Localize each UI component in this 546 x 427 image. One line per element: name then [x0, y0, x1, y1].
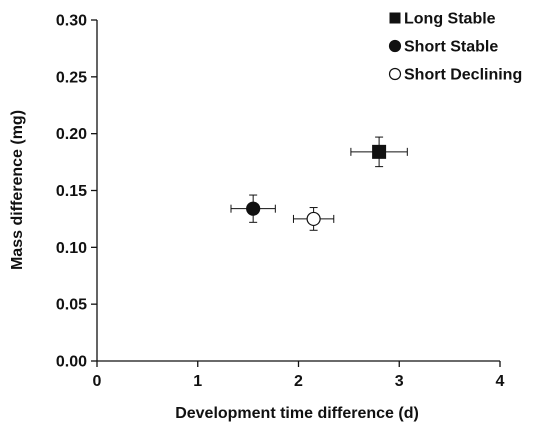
- point-short-stable: [230, 194, 276, 223]
- y-tick-label: 0.30: [56, 13, 87, 30]
- x-tick-label: 2: [294, 373, 303, 390]
- square-marker: [372, 144, 387, 159]
- y-tick-label: 0.15: [56, 183, 87, 200]
- legend-item-short-declining: Short Declining: [388, 67, 522, 84]
- point-long-stable: [350, 136, 408, 168]
- legend-label: Short Stable: [404, 39, 498, 56]
- legend-circle-swatch: [388, 67, 402, 81]
- y-tick-label: 0.05: [56, 297, 87, 314]
- circle-marker: [306, 211, 321, 227]
- axes: 0.00 0.05 0.10 0.15 0.20 0.25 0.30 0 1 2 3 4: [56, 13, 505, 391]
- legend-item-long-stable: Long Stable: [389, 11, 496, 28]
- legend-item-short-stable: Short Stable: [388, 39, 498, 56]
- x-axis-label: Development time difference (d): [175, 405, 419, 422]
- circle-marker: [246, 201, 261, 216]
- data-marks: [230, 136, 408, 231]
- y-axis-label: Mass difference (mg): [9, 110, 26, 270]
- x-tick-label: 0: [93, 373, 102, 390]
- legend-label: Short Declining: [404, 67, 522, 84]
- point-short-declining: [292, 207, 335, 231]
- y-tick-label: 0.20: [56, 126, 87, 143]
- legend: Long Stable Short Stable Short Declining: [388, 11, 522, 84]
- legend-label: Long Stable: [404, 11, 496, 28]
- legend-square-swatch: [389, 12, 401, 24]
- legend-circle-swatch: [388, 39, 402, 53]
- y-tick-label: 0.10: [56, 240, 87, 257]
- y-tick-label: 0.00: [56, 354, 87, 371]
- x-tick-label: 4: [496, 373, 505, 390]
- y-tick-label: 0.25: [56, 69, 87, 86]
- x-tick-label: 1: [193, 373, 202, 390]
- x-tick-label: 3: [395, 373, 404, 390]
